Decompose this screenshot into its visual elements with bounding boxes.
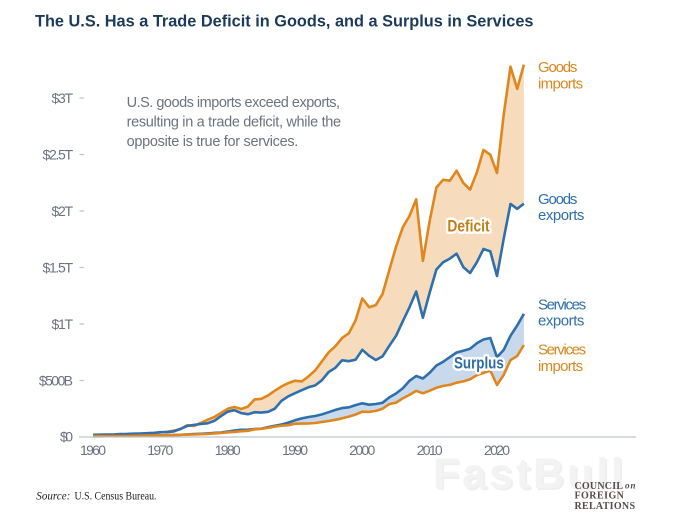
svg-text:Source:U.S. Census Bureau.: Source: U.S. Census Bureau. (36, 488, 156, 502)
svg-text:exports: exports (538, 312, 584, 329)
svg-text:exports: exports (538, 207, 584, 224)
svg-text:RELATIONS: RELATIONS (575, 501, 636, 512)
svg-text:imports: imports (538, 75, 583, 92)
svg-text:1970: 1970 (147, 442, 173, 458)
svg-text:FOREIGN: FOREIGN (575, 491, 625, 502)
svg-text:U.S. goods imports exceed expo: U.S. goods imports exceed exports, (127, 95, 340, 111)
svg-text:Goods: Goods (538, 191, 577, 208)
svg-text:opposite is true for services.: opposite is true for services. (127, 134, 299, 150)
svg-text:$1T: $1T (52, 316, 74, 332)
svg-text:1980: 1980 (215, 442, 241, 458)
svg-text:2020: 2020 (484, 442, 510, 458)
svg-text:The U.S. Has a Trade Deficit i: The U.S. Has a Trade Deficit in Goods, a… (35, 12, 534, 30)
svg-text:$3T: $3T (52, 90, 74, 106)
svg-text:on: on (625, 481, 636, 491)
svg-text:COUNCIL: COUNCIL (575, 481, 624, 492)
svg-text:1960: 1960 (80, 442, 106, 458)
svg-text:2000: 2000 (349, 442, 375, 458)
svg-text:1990: 1990 (282, 442, 308, 458)
svg-text:FastBull: FastBull (433, 450, 623, 498)
svg-text:$2.5T: $2.5T (43, 147, 74, 163)
svg-text:$0: $0 (60, 429, 73, 445)
svg-text:$500B: $500B (39, 373, 73, 389)
svg-text:$1.5T: $1.5T (43, 260, 74, 276)
svg-text:Deficit: Deficit (447, 217, 490, 235)
svg-text:imports: imports (538, 358, 583, 375)
svg-text:Services: Services (538, 341, 586, 358)
svg-text:resulting in a trade deficit,: resulting in a trade deficit, while the (127, 115, 342, 131)
svg-text:Services: Services (538, 296, 586, 313)
svg-text:2010: 2010 (417, 442, 443, 458)
svg-text:FastBull: FastBull (435, 452, 625, 500)
svg-text:$2T: $2T (52, 203, 74, 219)
svg-text:Surplus: Surplus (454, 355, 504, 373)
svg-text:Goods: Goods (538, 59, 577, 76)
